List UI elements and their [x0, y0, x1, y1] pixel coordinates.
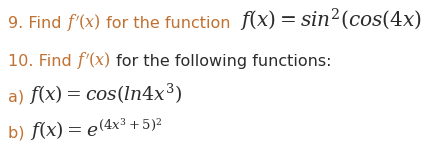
Text: $f(x) = e^{(4x^{3}+5)^{2}}$: $f(x) = e^{(4x^{3}+5)^{2}}$	[30, 117, 162, 144]
Text: $f(x) = sin^{2}(cos(4x))$: $f(x) = sin^{2}(cos(4x))$	[240, 7, 423, 34]
Text: $f'(x)$: $f'(x)$	[67, 13, 101, 34]
Text: b): b)	[8, 126, 30, 141]
Text: $f(x) = cos(ln4x^{3})$: $f(x) = cos(ln4x^{3})$	[29, 82, 182, 107]
Text: for the following functions:: for the following functions:	[111, 54, 331, 69]
Text: 9. Find: 9. Find	[8, 16, 67, 31]
Text: $f'(x)$: $f'(x)$	[77, 51, 111, 72]
Text: 10. Find: 10. Find	[8, 54, 77, 69]
Text: a): a)	[8, 89, 29, 104]
Text: for the function: for the function	[101, 16, 240, 31]
